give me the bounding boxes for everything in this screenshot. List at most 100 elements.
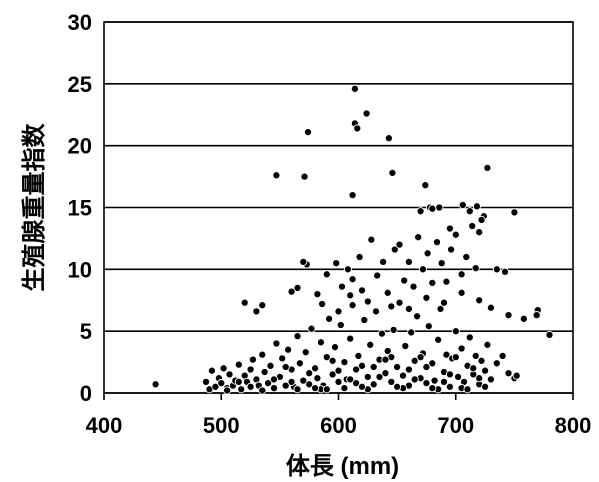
data-point xyxy=(258,386,267,395)
y-tick-label: 15 xyxy=(68,196,92,221)
data-point xyxy=(352,379,361,388)
data-point xyxy=(357,382,367,391)
data-point xyxy=(468,221,477,231)
data-point xyxy=(330,343,340,352)
data-point xyxy=(211,382,220,391)
data-point xyxy=(373,271,382,280)
data-point xyxy=(272,171,281,180)
data-point xyxy=(428,204,437,213)
x-tick-label: 400 xyxy=(86,413,123,438)
data-point xyxy=(398,371,408,380)
y-tick-label: 5 xyxy=(80,319,92,344)
data-point xyxy=(237,385,246,394)
data-point xyxy=(328,356,337,365)
data-point xyxy=(269,384,279,393)
data-point xyxy=(475,374,484,383)
data-point xyxy=(475,228,484,237)
data-point xyxy=(269,375,279,384)
data-point xyxy=(414,233,423,242)
data-point xyxy=(293,283,302,292)
data-point xyxy=(217,379,226,388)
data-point xyxy=(313,290,322,299)
data-point xyxy=(445,370,454,379)
data-point xyxy=(377,329,386,338)
data-point xyxy=(322,353,331,362)
data-point xyxy=(225,370,234,379)
data-point xyxy=(357,286,367,295)
data-point xyxy=(300,172,309,181)
data-point xyxy=(472,202,481,211)
data-point xyxy=(246,382,255,391)
data-point xyxy=(430,376,439,385)
data-point xyxy=(463,385,472,394)
data-point xyxy=(390,245,399,254)
data-point xyxy=(278,354,287,363)
data-point xyxy=(352,365,361,374)
data-point xyxy=(353,124,362,133)
data-point xyxy=(266,361,275,370)
data-point xyxy=(504,311,513,320)
data-point xyxy=(445,224,454,233)
data-point xyxy=(457,288,466,297)
data-point xyxy=(483,340,492,349)
data-point xyxy=(340,384,349,393)
data-point xyxy=(201,377,211,386)
data-point xyxy=(486,303,495,312)
data-point xyxy=(418,265,427,274)
data-point xyxy=(512,371,521,380)
data-point xyxy=(348,301,357,310)
data-point xyxy=(371,307,381,316)
data-point xyxy=(409,282,418,291)
data-point xyxy=(287,377,296,386)
data-point xyxy=(477,356,486,365)
x-tick-label: 800 xyxy=(555,413,592,438)
y-tick-label: 20 xyxy=(68,134,92,159)
data-point xyxy=(264,379,273,388)
data-point xyxy=(457,344,466,353)
data-point xyxy=(301,348,310,357)
data-point xyxy=(246,365,255,374)
data-point xyxy=(383,346,392,356)
data-point xyxy=(428,359,437,368)
data-point xyxy=(400,276,409,285)
data-point xyxy=(423,249,432,258)
x-tick-label: 500 xyxy=(203,413,240,438)
data-point xyxy=(428,278,437,287)
data-point xyxy=(404,304,413,313)
data-point xyxy=(313,374,322,383)
data-point xyxy=(248,355,257,364)
data-point xyxy=(477,215,486,224)
data-point xyxy=(504,369,513,378)
data-point xyxy=(363,297,372,306)
data-point xyxy=(346,291,355,300)
data-point xyxy=(469,364,478,373)
data-point xyxy=(260,367,269,377)
data-point xyxy=(258,301,267,310)
data-point xyxy=(328,370,337,379)
data-point xyxy=(416,207,425,216)
data-point xyxy=(388,168,397,177)
data-point xyxy=(367,235,376,244)
data-point xyxy=(381,355,390,364)
data-point xyxy=(307,324,316,333)
data-point xyxy=(442,350,451,359)
data-point xyxy=(471,351,480,360)
data-point xyxy=(458,200,467,210)
data-point xyxy=(387,302,396,311)
plot-frame xyxy=(103,21,574,394)
data-point xyxy=(465,207,474,216)
data-point xyxy=(435,203,444,212)
data-point xyxy=(336,320,345,330)
data-point xyxy=(393,362,402,372)
y-tick-label: 10 xyxy=(68,257,92,282)
data-point xyxy=(354,351,363,360)
y-tick-label: 25 xyxy=(68,72,92,97)
data-point xyxy=(334,307,343,316)
data-point xyxy=(439,298,449,307)
data-point xyxy=(299,376,308,385)
data-point xyxy=(287,287,296,296)
data-point xyxy=(311,364,320,373)
data-point xyxy=(401,341,410,351)
data-point xyxy=(410,356,419,365)
data-point xyxy=(322,385,331,394)
